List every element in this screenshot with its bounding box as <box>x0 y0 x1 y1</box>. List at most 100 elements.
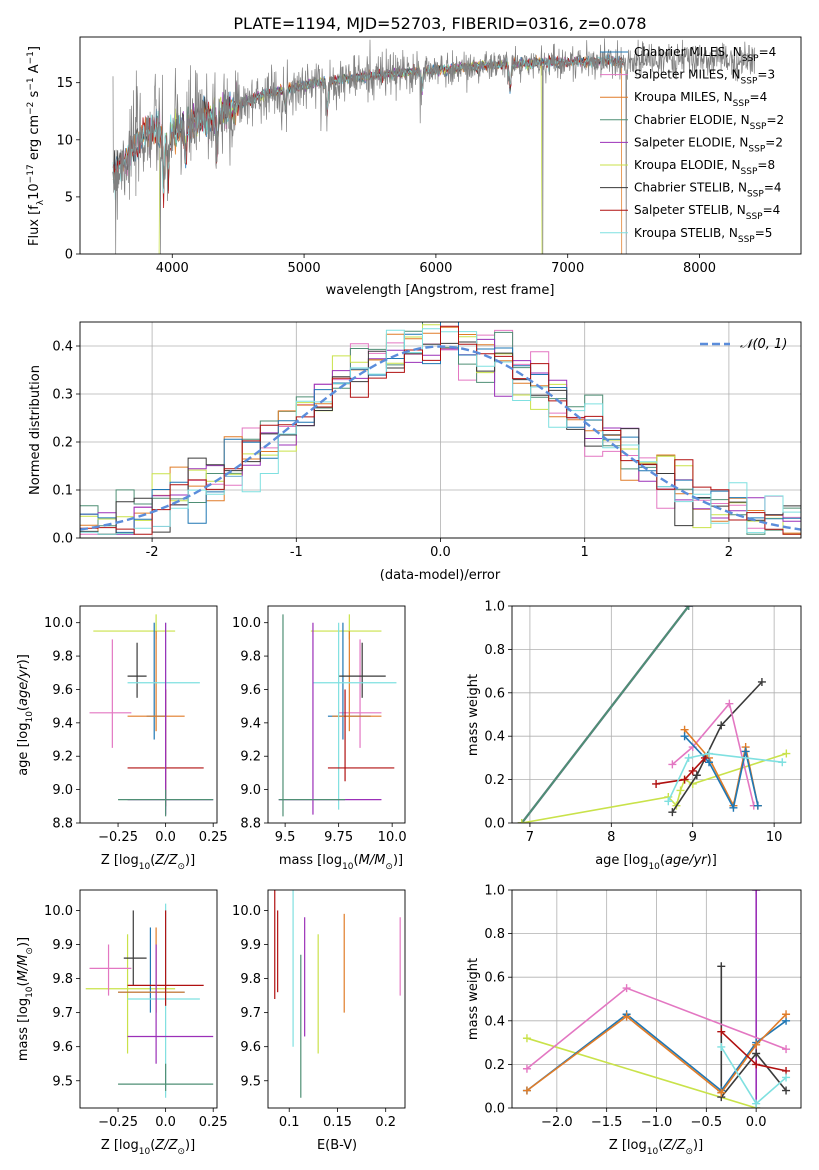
y-tick-label: 0.1 <box>52 484 73 499</box>
label-part: age [log <box>595 853 648 868</box>
data-point-marker <box>684 753 693 762</box>
data-point-marker <box>517 819 526 823</box>
x-tick-label: 7000 <box>551 261 584 276</box>
y-tick-label: 0.2 <box>484 1058 505 1073</box>
y-tick-label: 0 <box>65 248 73 263</box>
legend-entry: Chabrier ELODIE, NSSP=2 <box>634 113 784 132</box>
y-tick-label: 0.4 <box>484 1014 505 1029</box>
label-part: −2 <box>26 102 36 115</box>
x-axis-label: Z [log10(Z/Z⊙)] <box>609 1138 703 1157</box>
axes-frame <box>79 36 802 255</box>
weight-line-kroupa-stelib <box>667 752 783 802</box>
label-part: Chabrier MILES, N <box>634 45 742 59</box>
plot-area <box>274 890 401 1098</box>
x-tick-label: 0.25 <box>199 1115 228 1130</box>
label-part: −17 <box>26 164 36 183</box>
data-point-marker <box>782 749 791 758</box>
x-tick-label: 7 <box>526 830 534 845</box>
y-axis-label: mass weight <box>466 674 481 756</box>
axes-frame <box>267 889 406 1109</box>
data-point-marker <box>782 1045 791 1054</box>
label-part: SSP <box>733 99 750 109</box>
label-part: ⊙ <box>177 1147 185 1157</box>
x-tick-label: 10.0 <box>378 830 407 845</box>
x-tick-label: -1 <box>290 545 303 560</box>
label-part: =4 <box>764 181 782 195</box>
label-part: =5 <box>755 226 773 240</box>
weight-line-kroupa-elodie <box>526 1037 757 1108</box>
x-tick-label: 8000 <box>683 261 716 276</box>
x-axis-label: Z [log10(Z/Z⊙)] <box>101 853 195 872</box>
y-tick-label: 10.0 <box>232 904 261 919</box>
x-tick-label: −0.5 <box>691 1115 723 1130</box>
label-part: Salpeter ELODIE, N <box>634 135 748 149</box>
label-part: )] <box>185 853 195 868</box>
data-point-marker <box>782 1073 791 1082</box>
legend-entry: Kroupa ELODIE, NSSP=8 <box>634 158 775 177</box>
legend-entry: Salpeter STELIB, NSSP=4 <box>634 203 780 222</box>
y-tick-label: 0.0 <box>484 817 505 832</box>
label-part: λ <box>36 199 46 205</box>
y-axis-label: mass [log10(M/M⊙)] <box>16 937 35 1061</box>
label-part: SSP <box>746 212 763 222</box>
axes-frame <box>79 605 218 824</box>
panel-weight-vs-Z: −2.0 −1.5 −1.0 −0.5 0.0 0.0 0.2 0.4 0.6 0.8 1.0 Z [… <box>466 884 802 1157</box>
label-part: SSP <box>741 77 758 87</box>
label-part: Z/Z <box>154 1138 178 1153</box>
y-tick-label: 0.2 <box>52 436 73 451</box>
label-part: M/M <box>359 853 386 868</box>
figure-title: PLATE=1194, MJD=52703, FIBERID=0316, z=0… <box>233 14 646 33</box>
panel-residuals: -2 -1 0.0 1 2 0.0 0.1 0.2 0.3 0.4 𝒩(0, 1) (data-mod… <box>28 321 802 583</box>
data-point-marker <box>652 779 661 788</box>
x-tick-label: 6000 <box>419 261 452 276</box>
weight-line-chabrier-elodie <box>520 606 690 823</box>
x-axis-label: Z [log10(Z/Z⊙)] <box>101 1138 195 1157</box>
data-point-marker <box>705 749 714 758</box>
label-part: =3 <box>757 68 775 82</box>
x-tick-label: −2.0 <box>541 1115 573 1130</box>
label-part: SSP <box>747 190 764 200</box>
data-point-marker <box>676 786 685 795</box>
label-part: Chabrier STELIB, N <box>634 181 747 195</box>
y-tick-label: 1.0 <box>484 884 505 899</box>
y-tick-label: 9.8 <box>52 650 73 665</box>
label-part: ( <box>16 981 31 986</box>
x-tick-label: 2 <box>725 545 733 560</box>
y-tick-label: 9.8 <box>240 650 261 665</box>
data-point-marker <box>692 771 701 780</box>
axes-frame <box>267 605 406 824</box>
axes-frame <box>79 889 218 1109</box>
data-point-marker <box>782 1010 791 1019</box>
data-point-marker <box>752 1099 761 1108</box>
x-tick-label: −1.5 <box>591 1115 623 1130</box>
y-tick-label: 9.0 <box>240 783 261 798</box>
y-tick-label: 9.7 <box>240 1006 261 1021</box>
axes-frame <box>511 605 802 824</box>
label-part: ⊙ <box>177 862 185 872</box>
plot-area <box>112 38 756 254</box>
y-tick-label: 9.4 <box>52 716 73 731</box>
data-point-marker <box>717 1042 726 1051</box>
y-tick-label: 1.0 <box>484 600 505 615</box>
data-point-marker <box>688 766 697 775</box>
label-part: ⊙ <box>385 862 393 872</box>
label-part: 10 <box>27 183 42 200</box>
label-part: =4 <box>763 203 781 217</box>
plot-area <box>278 614 397 817</box>
x-tick-label: 0.0 <box>430 545 451 560</box>
weight-line-salpeter-stelib <box>655 757 706 785</box>
x-tick-label: 9.75 <box>324 830 353 845</box>
axes-frame <box>79 321 802 539</box>
y-axis-label: Flux [fλ10−17 erg cm−2 s−1 A−1] <box>26 46 46 246</box>
label-part: M/M <box>16 955 31 982</box>
data-point-marker <box>753 801 762 810</box>
x-tick-label: -2 <box>146 545 159 560</box>
data-point-marker <box>729 803 738 812</box>
label-part: )] <box>16 937 31 947</box>
x-tick-label: −0.25 <box>98 830 138 845</box>
x-tick-label: −0.25 <box>98 1115 138 1130</box>
legend-entry: Kroupa STELIB, NSSP=5 <box>634 226 772 245</box>
x-axis-label: mass [log10(M/M⊙)] <box>279 853 403 872</box>
plot-area <box>80 322 801 538</box>
x-tick-label: 0.0 <box>746 1115 767 1130</box>
